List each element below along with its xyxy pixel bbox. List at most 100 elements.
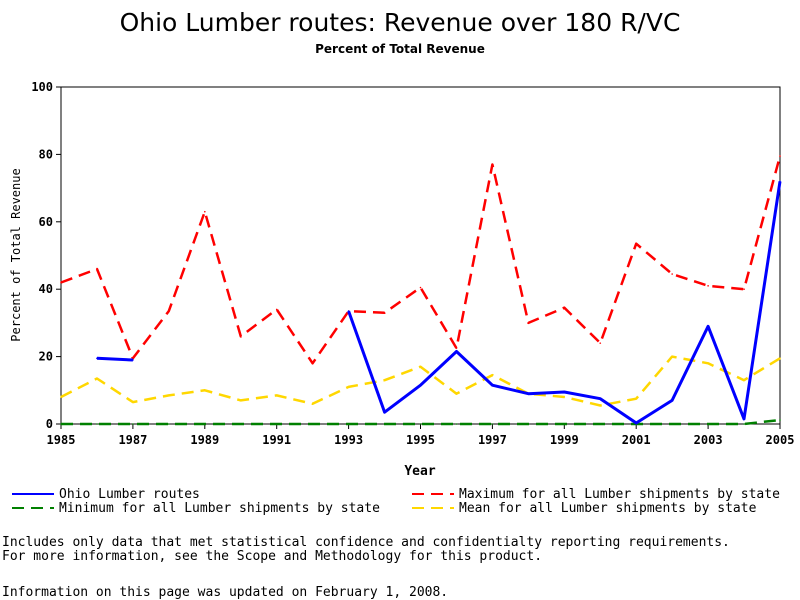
data-point [671, 423, 673, 425]
data-point [204, 210, 206, 213]
data-point [275, 394, 278, 397]
data-point [419, 423, 422, 425]
data-point [168, 423, 170, 425]
data-point [60, 281, 62, 284]
data-point [779, 155, 781, 157]
data-point [743, 288, 745, 291]
legend: Ohio Lumber routes Maximum for all Lumbe… [12, 487, 780, 516]
data-point [383, 423, 386, 425]
series-line-1 [60, 155, 782, 365]
legend-item: Mean for all Lumber shipments by state [412, 501, 757, 516]
data-point [132, 401, 134, 403]
x-tick-label: 1987 [118, 433, 147, 447]
footnote-confidence: Includes only data that met statistical … [2, 535, 730, 550]
y-tick-label: 20 [39, 350, 53, 364]
data-point [168, 394, 170, 397]
data-point [563, 306, 566, 309]
data-point [239, 335, 242, 338]
data-point [491, 384, 494, 387]
data-point [419, 286, 422, 289]
data-point [707, 423, 709, 425]
x-tick-label: 2005 [766, 433, 795, 447]
data-point [311, 362, 314, 365]
legend-label: Ohio Lumber routes [59, 487, 200, 502]
data-point [491, 374, 494, 376]
data-point [419, 365, 422, 368]
data-point [132, 359, 134, 361]
data-point [239, 399, 242, 402]
data-point [779, 180, 781, 183]
data-point [96, 268, 98, 270]
y-axis: 0 20 40 60 80 100 [31, 80, 61, 431]
data-point [743, 418, 745, 420]
x-tick-label: 2001 [622, 433, 651, 447]
y-tick-label: 80 [39, 147, 53, 161]
y-tick-label: 100 [31, 80, 53, 94]
x-tick-label: 1989 [190, 433, 219, 447]
data-point [527, 392, 530, 395]
data-point [743, 423, 745, 425]
plot-frame [60, 86, 781, 425]
x-tick-label: 1993 [334, 433, 363, 447]
data-point [204, 423, 206, 425]
data-point [563, 391, 566, 393]
data-point [311, 423, 314, 425]
chart-title: Ohio Lumber routes: Revenue over 180 R/V… [120, 8, 681, 37]
data-point [779, 419, 781, 421]
data-point [671, 273, 673, 275]
data-point [60, 423, 62, 425]
legend-label: Maximum for all Lumber shipments by stat… [459, 487, 780, 502]
data-point [455, 347, 458, 349]
data-point [491, 423, 494, 425]
x-axis-label: Year [404, 464, 435, 479]
x-tick-label: 1997 [478, 433, 507, 447]
data-point [671, 355, 673, 358]
data-point [383, 379, 386, 381]
y-axis-label: Percent of Total Revenue [9, 168, 23, 341]
x-tick-label: 2003 [694, 433, 723, 447]
data-point [707, 325, 709, 328]
data-point [168, 310, 170, 312]
x-tick-label: 1985 [47, 433, 76, 447]
y-tick-label: 60 [39, 215, 53, 229]
data-point [635, 422, 637, 424]
data-point [599, 397, 602, 400]
data-point [419, 384, 422, 387]
data-point [527, 322, 530, 324]
data-point [491, 163, 494, 166]
data-point [204, 389, 206, 392]
data-point [275, 423, 278, 425]
data-point [347, 386, 350, 388]
legend-item: Ohio Lumber routes [12, 487, 200, 502]
data-point [96, 377, 98, 380]
data-point [707, 362, 709, 365]
footnote-methodology: For more information, see the Scope and … [2, 549, 543, 564]
data-point [60, 396, 62, 398]
data-point [599, 342, 602, 344]
x-tick-label: 1995 [406, 433, 435, 447]
data-point [707, 285, 709, 287]
data-point [455, 423, 458, 425]
data-point [563, 423, 566, 425]
data-point [383, 311, 386, 314]
data-point [599, 404, 602, 407]
data-point [96, 357, 98, 360]
data-point [635, 242, 637, 245]
data-point [743, 379, 745, 381]
y-tick-label: 0 [46, 417, 53, 431]
data-point [455, 350, 458, 353]
x-tick-label: 1991 [262, 433, 291, 447]
data-point [347, 423, 350, 425]
series-line-0 [96, 181, 782, 425]
data-point [239, 423, 242, 425]
series-line-2 [61, 418, 781, 426]
data-point [383, 411, 386, 414]
data-point [527, 423, 530, 425]
data-point [635, 397, 637, 400]
data-point [599, 423, 602, 425]
x-axis: 1985 1987 1989 1991 1993 1995 1997 1999 2001 2003… [47, 424, 795, 447]
data-point [671, 399, 673, 402]
data-point [311, 402, 314, 405]
legend-label: Mean for all Lumber shipments by state [459, 501, 757, 516]
